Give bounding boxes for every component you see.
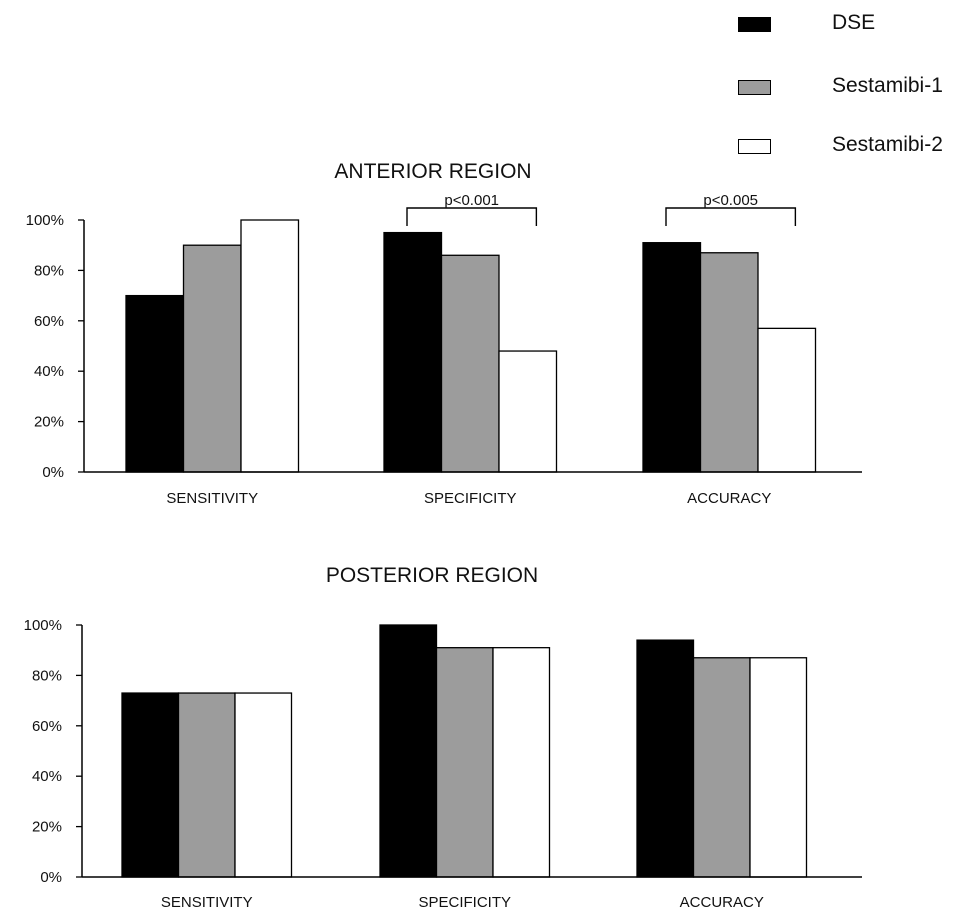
significance-label-accuracy: p<0.005 [703, 192, 758, 209]
bar-sensitivity-sestamibi-1 [177, 692, 236, 878]
significance-bracket-specificity [406, 207, 538, 226]
legend-swatch-sestamibi-1 [738, 80, 771, 95]
x-tick-label-accuracy: ACCURACY [687, 490, 771, 507]
x-tick-label-specificity: SPECIFICITY [424, 490, 517, 507]
legend-item-dse: DSE [738, 8, 966, 38]
x-tick-label-sensitivity: SENSITIVITY [166, 490, 258, 507]
y-tick-label-3: 60% [34, 313, 64, 330]
y-tick-label-2: 40% [32, 768, 62, 785]
y-tick-label-4: 80% [32, 667, 62, 684]
bar-sensitivity-dse [125, 294, 185, 473]
chart-title: ANTERIOR REGION [334, 160, 531, 183]
x-tick-label-specificity: SPECIFICITY [418, 894, 511, 910]
y-tick-label-5: 100% [26, 212, 64, 229]
bar-specificity-sestamibi-2 [498, 350, 558, 473]
y-tick-label-5: 100% [24, 617, 62, 634]
bar-specificity-dse [383, 231, 443, 473]
bar-specificity-dse [379, 624, 438, 878]
legend-label-dse: DSE [832, 11, 876, 34]
x-tick-label-sensitivity: SENSITIVITY [161, 894, 253, 910]
significance-label-specificity: p<0.001 [444, 192, 499, 209]
chart-title: POSTERIOR REGION [326, 564, 538, 587]
bar-sensitivity-sestamibi-2 [240, 219, 300, 473]
legend-item-sestamibi-1: Sestamibi-1 [738, 71, 966, 101]
bar-specificity-sestamibi-1 [440, 254, 500, 473]
bar-accuracy-sestamibi-2 [749, 657, 808, 878]
y-tick-label-3: 60% [32, 718, 62, 735]
bar-accuracy-sestamibi-1 [692, 657, 751, 878]
legend-label-sestamibi-1: Sestamibi-1 [832, 74, 943, 97]
legend-swatch-dse [738, 17, 771, 32]
bar-sensitivity-sestamibi-1 [182, 244, 242, 473]
chart-1: ANTERIOR REGION SENSITIVITY SPECIFICITY ACC… [26, 160, 862, 507]
bar-accuracy-dse [642, 242, 702, 473]
x-tick-label-accuracy: ACCURACY [680, 894, 764, 910]
bar-specificity-sestamibi-1 [435, 647, 494, 878]
bar-sensitivity-dse [121, 692, 180, 878]
significance-bracket-accuracy [665, 207, 797, 226]
y-tick-label-4: 80% [34, 262, 64, 279]
legend-swatch-sestamibi-2 [738, 139, 771, 154]
bar-sensitivity-sestamibi-2 [234, 692, 293, 878]
legend-item-sestamibi-2: Sestamibi-2 [738, 130, 966, 160]
y-tick-label-1: 20% [34, 414, 64, 431]
y-tick-label-1: 20% [32, 819, 62, 836]
bar-accuracy-sestamibi-2 [757, 327, 817, 473]
bar-specificity-sestamibi-2 [492, 647, 551, 878]
bar-accuracy-dse [636, 639, 695, 878]
y-tick-label-0: 0% [40, 869, 62, 886]
y-tick-label-0: 0% [42, 464, 64, 481]
y-tick-label-2: 40% [34, 363, 64, 380]
bar-accuracy-sestamibi-1 [699, 252, 759, 473]
legend-label-sestamibi-2: Sestamibi-2 [832, 133, 943, 156]
chart-2: POSTERIOR REGION SENSITIVITY SPECIFICITY AC… [24, 564, 862, 910]
